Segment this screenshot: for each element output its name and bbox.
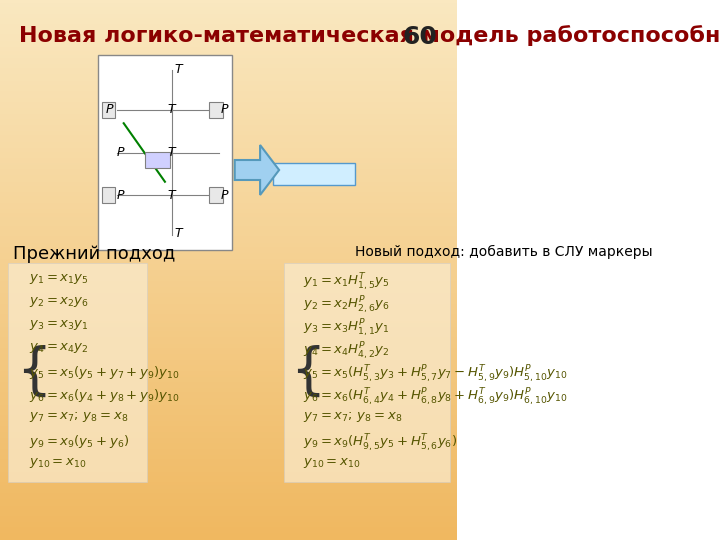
Text: Новая логико-математическая модель работоспособности ТС: Новая логико-математическая модель работ… [19, 25, 720, 46]
Text: $y_6 = x_6(y_4 + y_8 + y_9)y_{10}$: $y_6 = x_6(y_4 + y_8 + y_9)y_{10}$ [29, 387, 179, 404]
Text: $y_7 = x_7;\, y_8 = x_8$: $y_7 = x_7;\, y_8 = x_8$ [303, 410, 402, 424]
Text: T: T [168, 146, 176, 159]
Text: P: P [117, 189, 125, 202]
FancyBboxPatch shape [99, 55, 232, 250]
Text: $y_1 = x_1 y_5$: $y_1 = x_1 y_5$ [29, 272, 88, 286]
Text: $y_9 = x_9(y_5 + y_6)$: $y_9 = x_9(y_5 + y_6)$ [29, 433, 129, 450]
Text: $y_2 = x_2 H^P_{2,6} y_6$: $y_2 = x_2 H^P_{2,6} y_6$ [303, 295, 390, 316]
FancyBboxPatch shape [102, 187, 115, 204]
Text: 60: 60 [403, 25, 438, 49]
FancyBboxPatch shape [284, 263, 451, 482]
Polygon shape [235, 145, 279, 195]
Text: $y_3 = x_3 y_1$: $y_3 = x_3 y_1$ [29, 318, 88, 332]
Text: Новый подход: добавить в СЛУ маркеры: Новый подход: добавить в СЛУ маркеры [355, 245, 653, 259]
Text: $y_4 = x_4 H^P_{4,2} y_2$: $y_4 = x_4 H^P_{4,2} y_2$ [303, 341, 390, 362]
FancyBboxPatch shape [102, 102, 115, 118]
Text: T: T [168, 103, 176, 116]
Text: Прежний подход: Прежний подход [13, 245, 175, 263]
Text: P: P [220, 189, 228, 202]
Text: P: P [117, 146, 125, 159]
FancyBboxPatch shape [145, 152, 171, 168]
Text: $y_{10} = x_{10}$: $y_{10} = x_{10}$ [29, 456, 86, 470]
FancyBboxPatch shape [8, 263, 147, 482]
Text: $y_2 = x_2 y_6$: $y_2 = x_2 y_6$ [29, 295, 89, 309]
Text: $y_7 = x_7;\, y_8 = x_8$: $y_7 = x_7;\, y_8 = x_8$ [29, 410, 128, 424]
Text: T: T [174, 227, 182, 240]
Text: P: P [220, 103, 228, 116]
FancyBboxPatch shape [210, 187, 223, 204]
Text: $y_9 = x_9(H^T_{9,5}y_5 + H^T_{5,6}y_6)$: $y_9 = x_9(H^T_{9,5}y_5 + H^T_{5,6}y_6)$ [303, 433, 457, 454]
FancyBboxPatch shape [210, 102, 223, 118]
Text: $y_1 = x_1 H^T_{1,5} y_5$: $y_1 = x_1 H^T_{1,5} y_5$ [303, 272, 390, 293]
Text: $y_5 = x_5(y_5 + y_7 + y_9)y_{10}$: $y_5 = x_5(y_5 + y_7 + y_9)y_{10}$ [29, 364, 179, 381]
Text: T: T [168, 189, 176, 202]
Text: P: P [106, 103, 114, 116]
Text: $y_4 = x_4 y_2$: $y_4 = x_4 y_2$ [29, 341, 88, 355]
Text: {: { [291, 345, 326, 399]
Text: $y_6 = x_6(H^T_{6,4}y_4 + H^P_{6,8}y_8 + H^T_{6,9}y_9)H^P_{6,10}y_{10}$: $y_6 = x_6(H^T_{6,4}y_4 + H^P_{6,8}y_8 +… [303, 387, 567, 408]
Text: T: T [174, 63, 182, 76]
FancyBboxPatch shape [273, 163, 355, 185]
Text: $y_5 = x_5(H^T_{5,3}y_3 + H^P_{5,7}y_7 - H^T_{5,9}y_9)H^P_{5,10}y_{10}$: $y_5 = x_5(H^T_{5,3}y_3 + H^P_{5,7}y_7 -… [303, 364, 567, 386]
Text: $y_3 = x_3 H^P_{1,1} y_1$: $y_3 = x_3 H^P_{1,1} y_1$ [303, 318, 390, 340]
Text: $y_{10} = x_{10}$: $y_{10} = x_{10}$ [303, 456, 361, 470]
Text: {: { [16, 345, 51, 399]
